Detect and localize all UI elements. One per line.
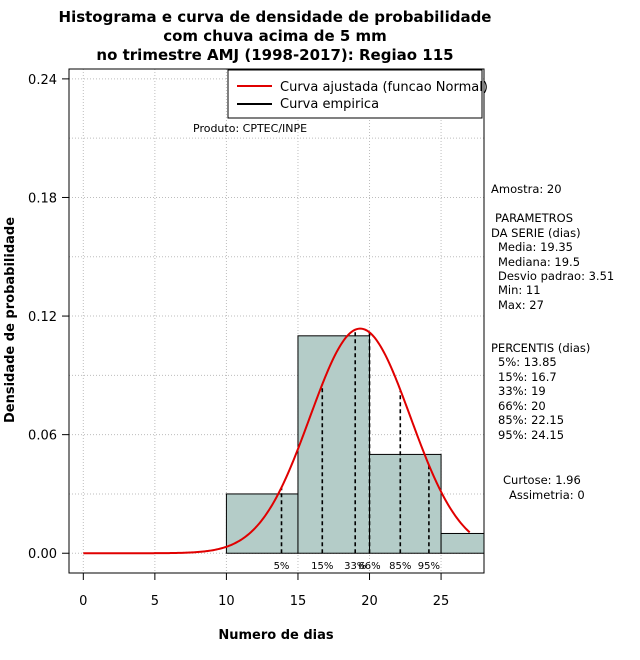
stat-sample: Amostra: 20 bbox=[491, 182, 562, 196]
stat-p95: 95%: 24.15 bbox=[498, 428, 564, 442]
chart-title-line-3: no trimestre AMJ (1998-2017): Regiao 115 bbox=[96, 46, 453, 64]
stat-max: Max: 27 bbox=[498, 298, 544, 312]
y-tick-label: 0.12 bbox=[28, 310, 57, 325]
stat-media: Media: 19.35 bbox=[498, 240, 573, 254]
x-tick-label: 10 bbox=[218, 594, 235, 609]
histogram-bar bbox=[297, 335, 371, 554]
stat-p66: 66%: 20 bbox=[498, 399, 546, 413]
y-tick-label: 0.00 bbox=[28, 547, 57, 562]
percentile-label: 33% bbox=[344, 561, 366, 572]
stat-p33: 33%: 19 bbox=[498, 384, 546, 398]
histogram-bar bbox=[225, 493, 299, 554]
percentile-markers bbox=[280, 329, 430, 554]
chart-title-line-1: Histograma e curva de densidade de proba… bbox=[59, 8, 492, 26]
grid-lines bbox=[69, 69, 484, 573]
stat-percentis-title: PERCENTIS (dias) bbox=[491, 341, 590, 355]
percentile-label: 66% bbox=[358, 561, 380, 572]
y-tick-label: 0.06 bbox=[28, 429, 57, 444]
chart-title-line-2: com chuva acima de 5 mm bbox=[163, 27, 387, 45]
axis-ticks: 0 5 10 15 20 25 0.00 0.06 0.12 0.18 0.24 bbox=[28, 73, 449, 609]
stat-params-title: PARAMETROS bbox=[495, 211, 573, 225]
percentile-label: 15% bbox=[311, 561, 333, 572]
stat-params-subtitle: DA SERIE (dias) bbox=[491, 226, 581, 240]
stat-desvio: Desvio padrao: 3.51 bbox=[498, 269, 614, 283]
legend-normal-label: Curva ajustada (funcao Normal) bbox=[280, 80, 488, 95]
y-tick-label: 0.18 bbox=[28, 191, 57, 206]
x-tick-label: 5 bbox=[151, 594, 159, 609]
y-axis-label: Densidade de probabilidade bbox=[3, 217, 18, 423]
percentile-label: 5% bbox=[274, 561, 290, 572]
percentile-label: 95% bbox=[418, 561, 440, 572]
percentile-labels: 5% 15% 33%66% 85% 95% bbox=[274, 561, 440, 572]
x-tick-label: 25 bbox=[433, 594, 450, 609]
stat-min: Min: 11 bbox=[498, 283, 541, 297]
stat-curtose: Curtose: 1.96 bbox=[503, 473, 581, 487]
legend-empirical-label: Curva empirica bbox=[280, 97, 379, 112]
curves bbox=[83, 327, 471, 555]
y-tick-label: 0.24 bbox=[28, 73, 57, 88]
histogram-bar bbox=[440, 532, 485, 554]
plot-frame bbox=[68, 68, 485, 574]
stat-p5: 5%: 13.85 bbox=[498, 355, 557, 369]
stat-mediana: Mediana: 19.5 bbox=[498, 255, 580, 269]
x-tick-label: 0 bbox=[79, 594, 87, 609]
normal-curve-line bbox=[83, 327, 471, 555]
stat-p85: 85%: 22.15 bbox=[498, 413, 564, 427]
legend-box bbox=[227, 69, 483, 119]
stats-panel: Amostra: 20 PARAMETROS DA SERIE (dias) M… bbox=[491, 182, 614, 502]
x-axis-label: Numero de dias bbox=[218, 628, 334, 643]
product-annotation: Produto: CPTEC/INPE bbox=[193, 122, 307, 135]
x-tick-label: 20 bbox=[361, 594, 378, 609]
x-tick-label: 15 bbox=[290, 594, 307, 609]
stat-p15: 15%: 16.7 bbox=[498, 370, 557, 384]
legend: Curva ajustada (funcao Normal) Curva emp… bbox=[227, 69, 488, 119]
stat-assimetria: Assimetria: 0 bbox=[509, 488, 585, 502]
percentile-label: 85% bbox=[389, 561, 411, 572]
